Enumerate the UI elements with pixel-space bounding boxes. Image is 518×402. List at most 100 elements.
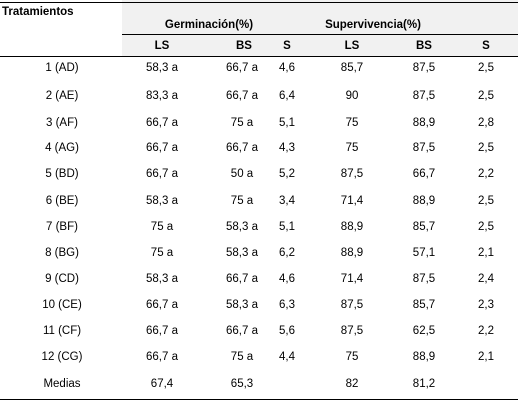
table-cell: 2,1 (478, 247, 494, 259)
row-label: 8 (BG) (45, 247, 79, 259)
group-rule (122, 34, 518, 35)
subheader-surv-ls: LS (344, 40, 360, 52)
header-tratamientos: Tratamientos (2, 6, 74, 18)
table-cell: 2,8 (478, 117, 494, 129)
table-cell: 2,1 (478, 351, 494, 363)
row-label: 7 (BF) (46, 221, 78, 233)
table-cell: 83,3 a (146, 90, 178, 102)
header-shading (122, 0, 518, 57)
table-cell: 58,3 a (226, 221, 258, 233)
table-cell: 58,3 a (146, 62, 178, 74)
table-cell: 81,2 (412, 378, 436, 390)
subheader-germ-s: S (283, 40, 291, 52)
table-cell: 66,7 a (226, 325, 258, 337)
table-cell: 75 a (230, 195, 254, 207)
table-cell: 58,3 a (146, 195, 178, 207)
top-rule (0, 2, 518, 3)
table-cell: 87,5 (412, 142, 436, 154)
table-cell: 58,3 a (226, 247, 258, 259)
row-label: 12 (CG) (41, 351, 83, 363)
table-cell: 75 (345, 117, 359, 129)
subheader-germ-bs: BS (236, 40, 252, 52)
table-cell: 5,1 (279, 221, 295, 233)
table-cell: 2,3 (478, 299, 494, 311)
table-cell: 75 a (150, 247, 174, 259)
table-cell: 6,2 (279, 247, 295, 259)
table-cell: 87,5 (412, 273, 436, 285)
table-cell: 2,5 (478, 221, 494, 233)
table-cell: 67,4 (150, 378, 174, 390)
subheader-germ-ls: LS (154, 40, 170, 52)
row-label: Medias (43, 378, 81, 390)
table-cell: 66,7 a (226, 142, 258, 154)
table-cell: 2,5 (478, 62, 494, 74)
table-cell: 66,7 a (146, 325, 178, 337)
table-cell: 2,5 (478, 142, 494, 154)
table-cell: 50 a (230, 168, 254, 180)
table-cell: 66,7 a (146, 351, 178, 363)
table-cell: 3,4 (279, 195, 295, 207)
header-supervivencia: Supervivencia(%) (325, 19, 421, 31)
table-cell: 5,6 (279, 325, 295, 337)
table-cell: 75 a (230, 117, 254, 129)
table-cell: 2,5 (478, 90, 494, 102)
table-cell: 58,3 a (146, 273, 178, 285)
table-cell: 5,2 (279, 168, 295, 180)
header-rule (0, 56, 518, 57)
table-cell: 4,4 (279, 351, 295, 363)
table-cell: 2,5 (478, 195, 494, 207)
table-cell: 88,9 (412, 117, 436, 129)
table-cell: 85,7 (412, 299, 436, 311)
table-cell: 87,5 (340, 168, 364, 180)
table-cell: 87,5 (412, 90, 436, 102)
table-cell: 6,4 (279, 90, 295, 102)
table-cell: 75 a (230, 351, 254, 363)
table-cell: 66,7 a (226, 273, 258, 285)
row-label: 1 (AD) (45, 62, 79, 74)
table-cell: 4,3 (279, 142, 295, 154)
table-cell: 66,7 (412, 168, 436, 180)
table-cell: 5,1 (279, 117, 295, 129)
table-cell: 87,5 (412, 62, 436, 74)
table-cell: 66,7 a (146, 168, 178, 180)
header-germinacion: Germinación(%) (164, 19, 254, 31)
table-cell: 66,7 a (226, 90, 258, 102)
table-cell: 88,9 (412, 351, 436, 363)
bottom-rule (0, 399, 518, 400)
table-cell: 2,4 (478, 273, 494, 285)
table-cell: 65,3 (230, 378, 254, 390)
table-cell: 4,6 (279, 62, 295, 74)
table-cell: 75 a (150, 221, 174, 233)
table-cell: 75 (345, 142, 359, 154)
table-cell: 82 (345, 378, 359, 390)
table-cell: 4,6 (279, 273, 295, 285)
row-label: 11 (CF) (42, 325, 82, 337)
table-cell: 66,7 a (226, 62, 258, 74)
table-cell: 66,7 a (146, 117, 178, 129)
table-cell: 88,9 (340, 221, 364, 233)
table-cell: 66,7 a (146, 299, 178, 311)
table-cell: 88,9 (412, 195, 436, 207)
table-cell: 2,2 (478, 325, 494, 337)
table-cell: 71,4 (340, 273, 364, 285)
row-label: 6 (BE) (45, 195, 79, 207)
subheader-surv-bs: BS (416, 40, 432, 52)
table-cell: 6,3 (279, 299, 295, 311)
table-cell: 90 (345, 90, 359, 102)
table-cell: 2,2 (478, 168, 494, 180)
table-cell: 71,4 (340, 195, 364, 207)
subheader-surv-s: S (482, 40, 490, 52)
row-label: 4 (AG) (45, 142, 79, 154)
table-cell: 62,5 (412, 325, 436, 337)
table-cell: 87,5 (340, 325, 364, 337)
row-label: 10 (CE) (42, 299, 82, 311)
table-cell: 66,7 a (146, 142, 178, 154)
table-cell: 58,3 a (226, 299, 258, 311)
table-cell: 88,9 (340, 247, 364, 259)
row-label: 2 (AE) (45, 90, 79, 102)
table-cell: 75 (345, 351, 359, 363)
table-cell: 57,1 (412, 247, 436, 259)
row-label: 9 (CD) (45, 273, 79, 285)
row-label: 3 (AF) (46, 117, 78, 129)
